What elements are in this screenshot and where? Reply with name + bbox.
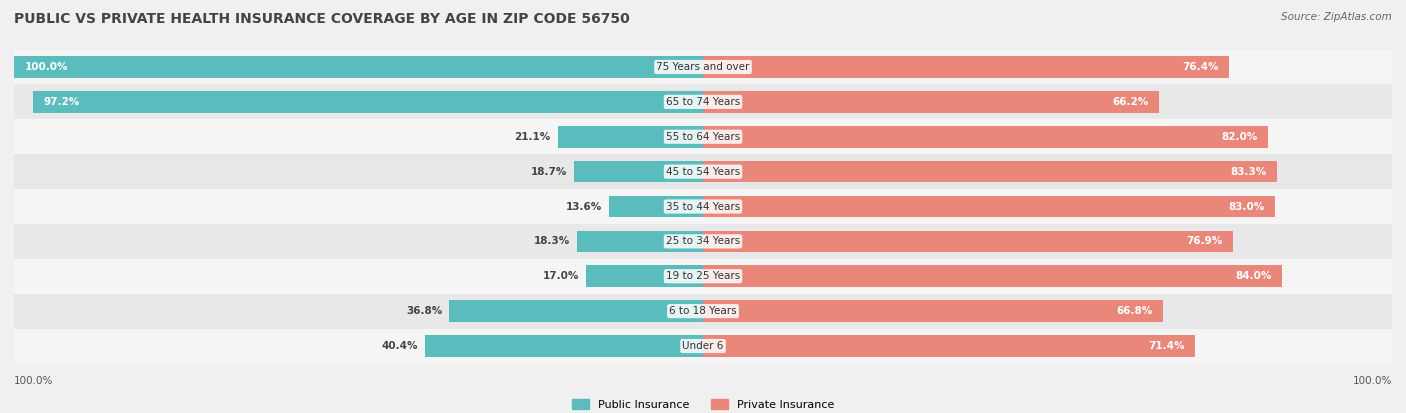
- Bar: [703, 126, 1268, 147]
- Text: 55 to 64 Years: 55 to 64 Years: [666, 132, 740, 142]
- Text: 82.0%: 82.0%: [1222, 132, 1257, 142]
- Bar: [14, 154, 1392, 189]
- Bar: [703, 266, 1282, 287]
- Bar: [703, 91, 1159, 113]
- Bar: [450, 300, 703, 322]
- Text: 66.2%: 66.2%: [1112, 97, 1149, 107]
- Bar: [14, 189, 1392, 224]
- Bar: [703, 161, 1277, 183]
- Text: 45 to 54 Years: 45 to 54 Years: [666, 166, 740, 177]
- Bar: [14, 294, 1392, 329]
- Text: 76.4%: 76.4%: [1182, 62, 1219, 72]
- Text: 71.4%: 71.4%: [1149, 341, 1185, 351]
- Bar: [703, 335, 1195, 357]
- Text: 76.9%: 76.9%: [1187, 236, 1222, 247]
- Text: 18.3%: 18.3%: [534, 236, 569, 247]
- Text: 83.3%: 83.3%: [1230, 166, 1267, 177]
- Text: 100.0%: 100.0%: [1353, 376, 1392, 386]
- Text: PUBLIC VS PRIVATE HEALTH INSURANCE COVERAGE BY AGE IN ZIP CODE 56750: PUBLIC VS PRIVATE HEALTH INSURANCE COVER…: [14, 12, 630, 26]
- Text: 65 to 74 Years: 65 to 74 Years: [666, 97, 740, 107]
- Bar: [703, 196, 1275, 217]
- Bar: [14, 56, 703, 78]
- Text: 13.6%: 13.6%: [567, 202, 602, 211]
- Text: 36.8%: 36.8%: [406, 306, 443, 316]
- Bar: [14, 50, 1392, 84]
- Bar: [574, 161, 703, 183]
- Text: 17.0%: 17.0%: [543, 271, 579, 281]
- Text: 40.4%: 40.4%: [381, 341, 418, 351]
- Bar: [609, 196, 703, 217]
- Legend: Public Insurance, Private Insurance: Public Insurance, Private Insurance: [568, 395, 838, 413]
- Bar: [703, 300, 1163, 322]
- Text: 19 to 25 Years: 19 to 25 Years: [666, 271, 740, 281]
- Bar: [576, 230, 703, 252]
- Text: Under 6: Under 6: [682, 341, 724, 351]
- Bar: [34, 91, 703, 113]
- Bar: [425, 335, 703, 357]
- Text: 18.7%: 18.7%: [531, 166, 567, 177]
- Bar: [558, 126, 703, 147]
- Text: 35 to 44 Years: 35 to 44 Years: [666, 202, 740, 211]
- Bar: [14, 259, 1392, 294]
- Text: 21.1%: 21.1%: [515, 132, 551, 142]
- Bar: [703, 56, 1229, 78]
- Bar: [14, 224, 1392, 259]
- Bar: [14, 329, 1392, 363]
- Text: 66.8%: 66.8%: [1116, 306, 1153, 316]
- Text: 100.0%: 100.0%: [14, 376, 53, 386]
- Bar: [14, 84, 1392, 119]
- Text: 97.2%: 97.2%: [44, 97, 80, 107]
- Text: 100.0%: 100.0%: [24, 62, 67, 72]
- Text: 84.0%: 84.0%: [1234, 271, 1271, 281]
- Text: Source: ZipAtlas.com: Source: ZipAtlas.com: [1281, 12, 1392, 22]
- Text: 25 to 34 Years: 25 to 34 Years: [666, 236, 740, 247]
- Bar: [703, 230, 1233, 252]
- Bar: [586, 266, 703, 287]
- Text: 6 to 18 Years: 6 to 18 Years: [669, 306, 737, 316]
- Bar: [14, 119, 1392, 154]
- Text: 75 Years and over: 75 Years and over: [657, 62, 749, 72]
- Text: 83.0%: 83.0%: [1229, 202, 1264, 211]
